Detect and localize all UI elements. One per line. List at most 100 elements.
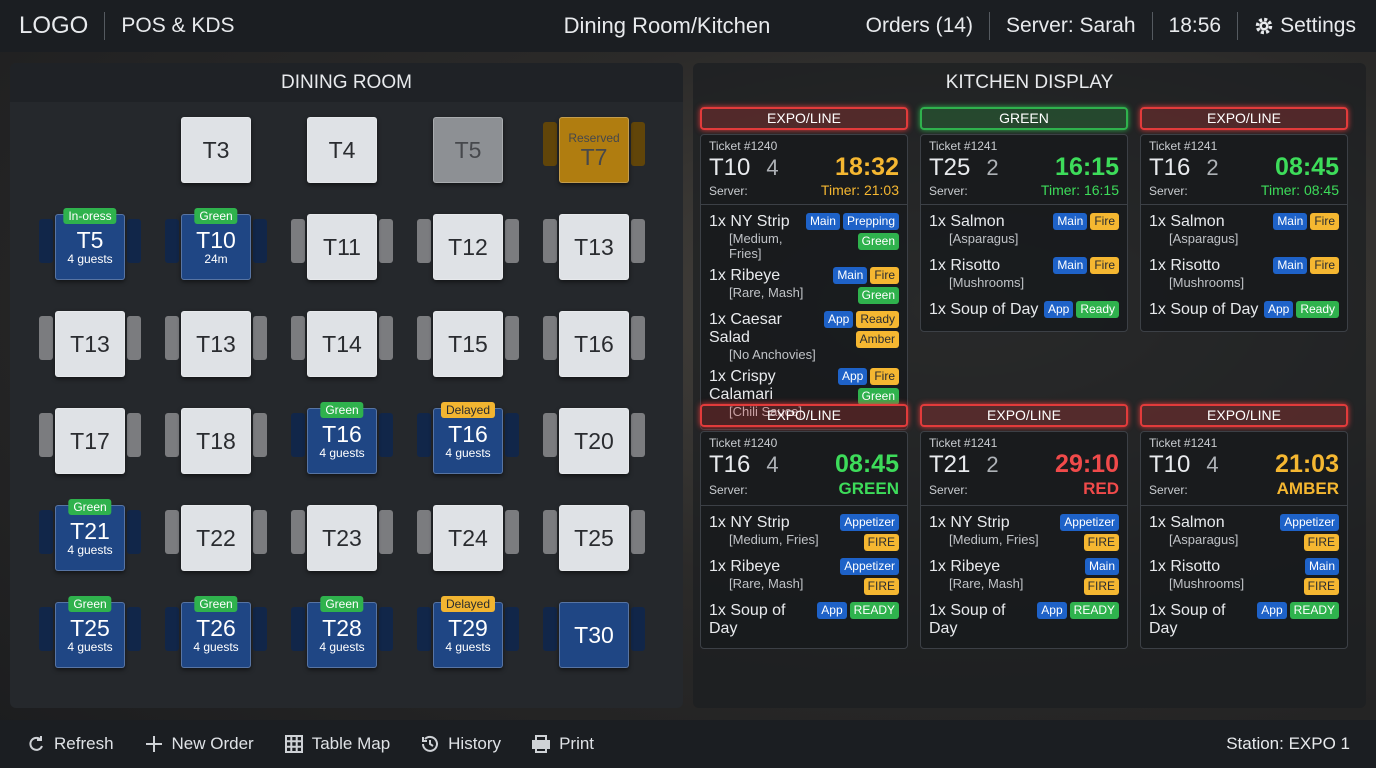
table-label: T13 bbox=[70, 331, 110, 357]
item-note: [Mushrooms] bbox=[1169, 275, 1245, 290]
table[interactable]: T4 bbox=[307, 117, 377, 183]
table[interactable]: T16 4 guests Delayed bbox=[433, 402, 503, 474]
table[interactable]: T13 bbox=[181, 311, 251, 377]
new-order-button[interactable]: New Order bbox=[144, 734, 254, 754]
table-label: T3 bbox=[202, 137, 230, 163]
table[interactable]: T13 bbox=[55, 311, 125, 377]
table[interactable]: T23 bbox=[307, 505, 377, 571]
tag-row: Appetizer bbox=[1280, 514, 1339, 531]
ticket[interactable]: EXPO/LINE Ticket #1240 T10 4 18:32 Server: Tim… bbox=[700, 107, 908, 430]
table[interactable]: T11 bbox=[307, 214, 377, 280]
ticket-row: Server: RED bbox=[929, 479, 1119, 499]
table[interactable]: T17 bbox=[55, 408, 125, 474]
chair bbox=[291, 607, 305, 651]
table[interactable]: T26 4 guests Green bbox=[181, 596, 251, 668]
table[interactable]: Reserved T7 bbox=[559, 117, 629, 183]
table-label: T17 bbox=[70, 428, 110, 454]
history-button[interactable]: History bbox=[420, 734, 501, 754]
divider bbox=[104, 12, 106, 40]
table-label: T18 bbox=[196, 428, 236, 454]
item-tag: FIRE bbox=[1303, 534, 1339, 551]
item-tag: Main bbox=[805, 213, 840, 230]
table[interactable]: T10 24m Green bbox=[181, 208, 251, 280]
item-tag: Main bbox=[1053, 257, 1088, 274]
ticket-server: Server: bbox=[1149, 483, 1188, 497]
table[interactable]: T13 bbox=[559, 214, 629, 280]
settings-button[interactable]: Settings bbox=[1254, 14, 1356, 38]
item-name: 1x Ribeye bbox=[709, 267, 781, 284]
item-tag: Green bbox=[857, 388, 899, 405]
item-text: 1x Salmon [Asparagus] bbox=[1149, 213, 1238, 251]
ticket[interactable]: EXPO/LINE Ticket #1241 T16 2 08:45 Server: Tim… bbox=[1140, 107, 1348, 332]
item-tag: READY bbox=[1289, 602, 1339, 619]
item-name: 1x Crispy Calamari bbox=[709, 368, 776, 403]
table[interactable]: T16 bbox=[559, 311, 629, 377]
table[interactable]: T16 4 guests Green bbox=[307, 402, 377, 474]
button-label: History bbox=[448, 734, 502, 753]
item-text: 1x Risotto [Mushrooms] bbox=[1149, 257, 1244, 295]
item-tag: App bbox=[823, 311, 854, 328]
table[interactable]: T18 bbox=[181, 408, 251, 474]
ticket-row: Server: Timer: 08:45 bbox=[1149, 182, 1339, 198]
ticket-body: Ticket #1241 T16 2 08:45 Server: Timer: 08:45… bbox=[1140, 134, 1348, 332]
item-text: 1x Crispy Calamari [Chili Sauce] bbox=[709, 368, 838, 419]
item-tag: Appetizer bbox=[1060, 514, 1119, 531]
ticket-guests: 4 bbox=[766, 452, 779, 477]
icon bbox=[422, 735, 439, 752]
table[interactable]: T20 bbox=[559, 408, 629, 474]
ticket-time: 08:45 bbox=[835, 450, 899, 478]
table-cell: T3 bbox=[153, 102, 279, 199]
table[interactable]: T5 bbox=[433, 117, 503, 183]
table[interactable]: T29 4 guests Delayed bbox=[433, 596, 503, 668]
table-label: T5 bbox=[454, 137, 482, 163]
ticket[interactable]: GREEN Ticket #1241 T25 2 16:15 Server: Timer: … bbox=[920, 107, 1128, 332]
table[interactable]: T30 bbox=[559, 602, 629, 668]
item-name: 1x Ribeye bbox=[929, 558, 1001, 575]
table-cell: T25 bbox=[531, 490, 657, 587]
ticket-body: Ticket #1241 T25 2 16:15 Server: Timer: 16:15… bbox=[920, 134, 1128, 332]
print-button[interactable]: Print bbox=[531, 734, 594, 754]
table[interactable]: T15 bbox=[433, 311, 503, 377]
table-map-button[interactable]: Table Map bbox=[284, 734, 390, 754]
table[interactable]: T22 bbox=[181, 505, 251, 571]
item-note: [Mushrooms] bbox=[1169, 576, 1245, 591]
table[interactable]: T21 4 guests Green bbox=[55, 499, 125, 571]
item-text: 1x Soup of Day bbox=[1149, 602, 1257, 638]
ticket-status: RED bbox=[1083, 479, 1119, 498]
table[interactable]: T5 4 guests In-oress bbox=[55, 208, 125, 280]
ticket[interactable]: EXPO/LINE Ticket #1241 T21 2 29:10 Server: RED… bbox=[920, 404, 1128, 649]
orders[interactable]: Orders (14) bbox=[865, 14, 973, 37]
station: Station: EXPO 1 bbox=[1226, 734, 1350, 753]
item-tag: READY bbox=[1069, 602, 1119, 619]
table[interactable]: T12 bbox=[433, 214, 503, 280]
table[interactable]: T25 4 guests Green bbox=[55, 596, 125, 668]
ticket-number: Ticket #1241 bbox=[929, 436, 998, 450]
table[interactable]: T25 bbox=[559, 505, 629, 571]
ticket[interactable]: EXPO/LINE Ticket #1241 T10 4 21:03 Server: AMB… bbox=[1140, 404, 1348, 649]
item-tag: FIRE bbox=[1083, 578, 1119, 595]
ticket[interactable]: EXPO/LINE Ticket #1240 T16 4 08:45 Server: GRE… bbox=[700, 404, 908, 649]
chair bbox=[253, 607, 267, 651]
logo: LOGO bbox=[19, 12, 89, 39]
ticket-items: 1x Salmon [Asparagus] Main Fire 1x Risotto [M… bbox=[1141, 204, 1347, 321]
table-label: T22 bbox=[196, 525, 236, 551]
table[interactable]: T24 bbox=[433, 505, 503, 571]
table-badge: Green bbox=[194, 596, 238, 612]
order-item: 1x Salmon [Asparagus] Main Fire bbox=[929, 213, 1119, 251]
table[interactable]: T28 4 guests Green bbox=[307, 596, 377, 668]
divider bbox=[1151, 12, 1153, 40]
order-item: 1x Soup of Day App READY bbox=[709, 602, 899, 638]
ticket-table: T10 bbox=[1149, 451, 1191, 478]
ticket-items: 1x Salmon [Asparagus] Main Fire 1x Risotto [M… bbox=[921, 204, 1127, 321]
table[interactable]: T14 bbox=[307, 311, 377, 377]
refresh-button[interactable]: Refresh bbox=[26, 734, 114, 754]
tag-row: Main bbox=[1084, 558, 1119, 575]
tag-row: Appetizer bbox=[840, 558, 899, 575]
tag-row: Main Fire bbox=[1053, 213, 1119, 230]
order-item: 1x NY Strip [Medium, Fries] Main Prepping Gr… bbox=[709, 213, 899, 261]
table[interactable]: T3 bbox=[181, 117, 251, 183]
table-info: 4 guests bbox=[67, 252, 113, 266]
item-tag: Fire bbox=[1090, 257, 1119, 274]
ticket-time: 08:45 bbox=[1275, 153, 1339, 181]
order-item: 1x Risotto [Mushrooms] Main Fire bbox=[929, 257, 1119, 295]
